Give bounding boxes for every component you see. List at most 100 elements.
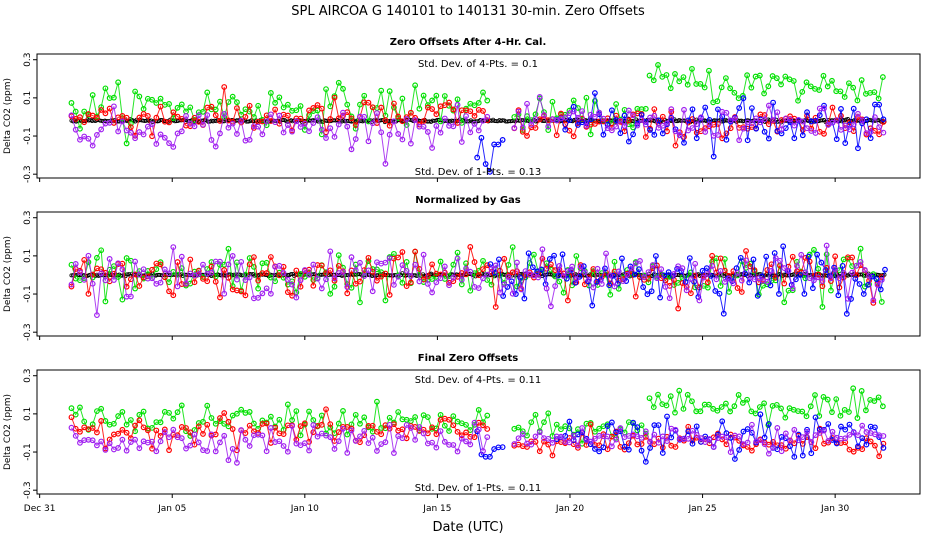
data-point <box>631 271 638 278</box>
data-point <box>651 112 658 119</box>
data-point <box>867 135 874 142</box>
data-point <box>344 431 351 438</box>
data-point <box>837 88 844 95</box>
data-point <box>140 131 147 138</box>
data-point <box>638 117 645 123</box>
data-point <box>149 96 155 103</box>
data-point <box>592 113 598 120</box>
data-point <box>195 423 202 430</box>
data-point <box>740 95 747 102</box>
data-point <box>166 270 172 277</box>
data-point <box>611 258 618 265</box>
data-point <box>217 130 223 137</box>
data-point <box>842 426 849 433</box>
data-point <box>763 253 770 260</box>
data-point <box>719 418 726 425</box>
data-point <box>840 269 847 276</box>
data-point <box>301 440 308 447</box>
data-point <box>765 83 772 90</box>
data-point <box>306 107 312 114</box>
data-point <box>715 106 721 113</box>
data-point <box>110 277 117 283</box>
data-point <box>153 100 160 106</box>
data-point <box>799 452 806 459</box>
data-point <box>825 421 832 427</box>
data-point <box>880 433 887 439</box>
data-point <box>348 115 355 122</box>
data-point <box>480 275 486 282</box>
data-point <box>340 85 346 92</box>
data-point <box>794 263 800 269</box>
data-point <box>395 131 402 137</box>
data-point <box>782 414 789 421</box>
data-point <box>429 276 435 282</box>
data-point <box>127 293 134 300</box>
data-point <box>651 106 658 113</box>
data-point <box>524 444 530 450</box>
data-point <box>756 404 763 410</box>
series-red <box>68 84 887 149</box>
data-point <box>859 435 866 442</box>
data-point <box>327 421 334 428</box>
data-point <box>837 412 844 419</box>
data-point <box>829 409 835 416</box>
data-point <box>804 125 810 132</box>
data-point <box>441 102 448 109</box>
data-point <box>706 121 713 128</box>
data-point <box>659 433 666 440</box>
data-point <box>702 129 709 135</box>
data-point <box>161 134 168 141</box>
data-point <box>424 281 431 287</box>
data-point <box>395 409 402 415</box>
data-point <box>94 132 100 138</box>
data-point <box>102 298 109 305</box>
data-point <box>89 421 96 428</box>
data-point <box>482 161 489 167</box>
data-point <box>511 441 518 447</box>
data-point <box>778 81 784 88</box>
data-point <box>450 106 457 113</box>
data-point <box>791 135 798 142</box>
data-point <box>85 252 92 259</box>
data-point <box>246 274 253 281</box>
data-point <box>850 121 857 128</box>
data-point <box>255 285 262 292</box>
data-point <box>246 422 253 429</box>
data-point <box>586 276 592 283</box>
data-point <box>878 274 885 280</box>
data-point <box>799 132 806 139</box>
data-point <box>284 401 291 408</box>
data-point <box>689 125 696 131</box>
data-point <box>204 278 211 285</box>
data-point <box>666 295 673 302</box>
series-line <box>489 246 886 314</box>
data-point <box>849 254 856 261</box>
data-point <box>403 259 410 265</box>
data-point <box>867 129 874 135</box>
data-point <box>429 439 435 446</box>
data-point <box>757 411 764 418</box>
data-point <box>799 88 806 95</box>
data-point <box>843 310 850 317</box>
data-point <box>102 446 109 453</box>
data-point <box>805 253 812 260</box>
data-point <box>229 445 236 452</box>
data-point <box>475 426 482 433</box>
data-point <box>407 109 414 116</box>
data-point <box>242 271 249 278</box>
data-point <box>592 435 598 442</box>
data-point <box>789 253 796 260</box>
data-point <box>221 267 228 273</box>
x-tick-label: Jan 10 <box>290 504 319 514</box>
data-point <box>812 130 819 136</box>
data-point <box>306 447 312 454</box>
data-point <box>318 421 325 428</box>
data-point <box>424 273 431 280</box>
panel-title: Zero Offsets After 4-Hr. Cal. <box>390 37 547 48</box>
data-point <box>541 438 547 445</box>
data-point <box>399 426 406 433</box>
data-point <box>136 445 143 452</box>
data-point <box>710 444 717 451</box>
data-point <box>331 94 338 101</box>
data-point <box>81 119 88 126</box>
